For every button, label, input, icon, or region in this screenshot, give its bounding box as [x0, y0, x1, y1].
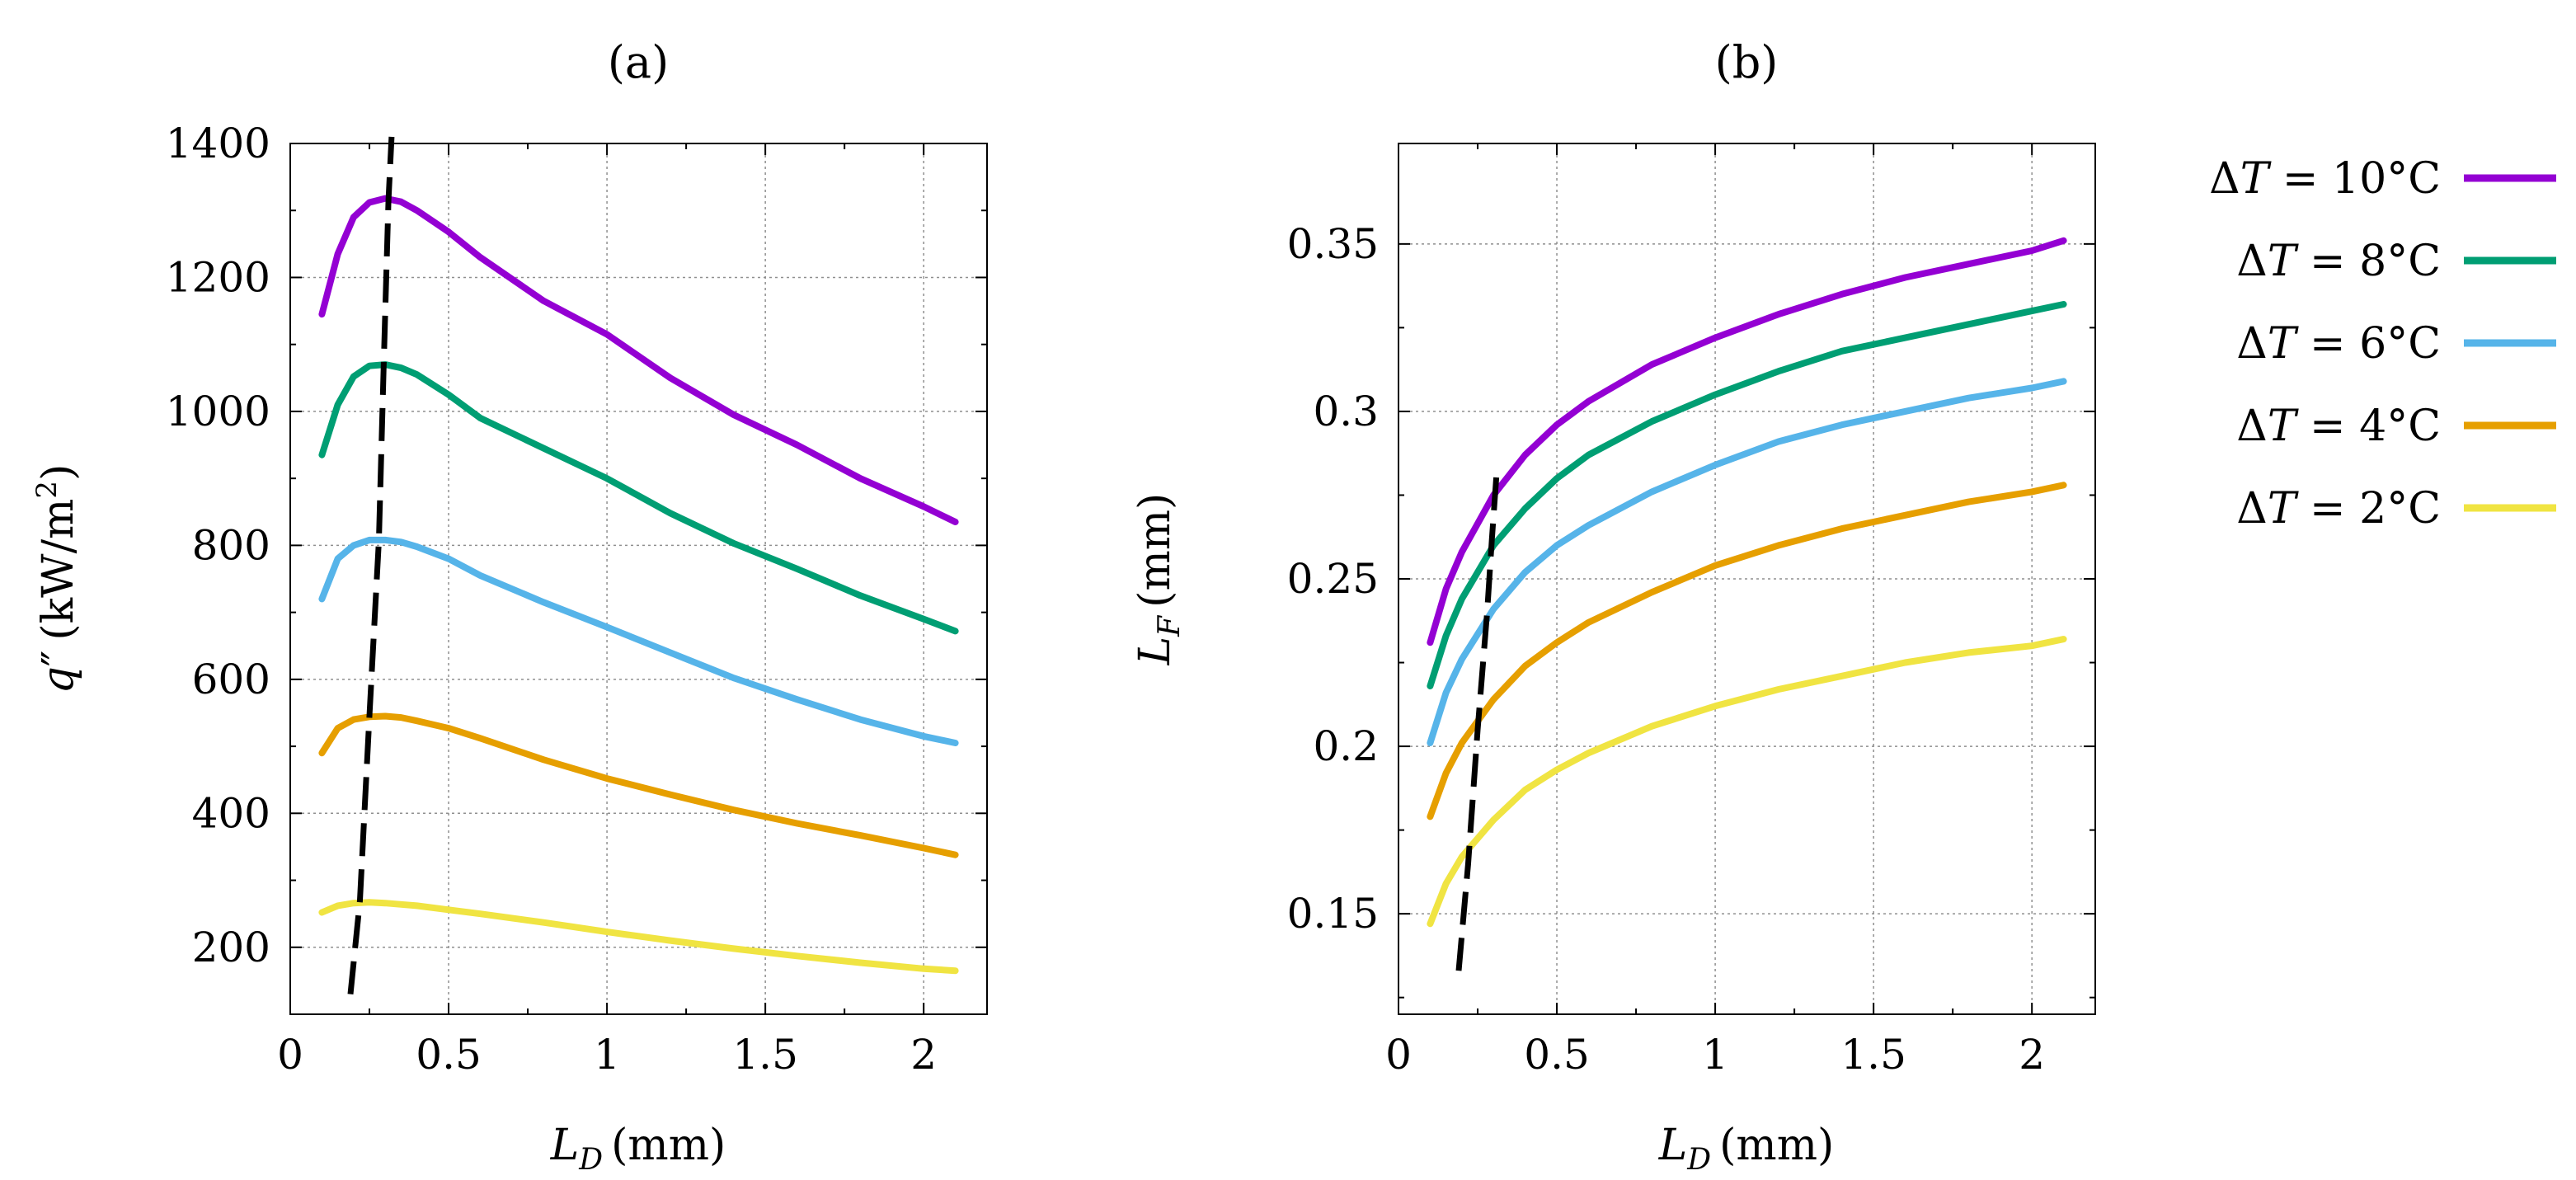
series-line	[318, 536, 959, 746]
panel-b-x-axis-label: LD (mm)	[1658, 1121, 1835, 1177]
x-tick-label: 2	[2019, 1031, 2045, 1079]
x-tick-label: 1.5	[732, 1031, 798, 1079]
series-line	[1427, 301, 2067, 689]
y-tick-label: 0.15	[1287, 890, 1379, 938]
legend-label: ΔT = 4°C	[2236, 402, 2441, 451]
legend-label: ΔT = 8°C	[2236, 237, 2441, 286]
panel-b-grid	[1398, 143, 2095, 1014]
panel-b-frame	[1398, 143, 2096, 1015]
panel-a-y-axis-label: q″(kW/m2)	[31, 464, 83, 694]
panel-b-title: (b)	[1715, 36, 1779, 88]
legend-label: ΔT = 6°C	[2236, 319, 2441, 369]
panel-a-ticks: 0 0.5 1 1.5 2 200 400 600 800 1000 1200 1400	[166, 120, 987, 1079]
panel-b-chart: (b) 0 0.5 1 1.5 2 0.15 0.2 0.25 0.3 0.35 LD (mm) L…	[1131, 36, 2096, 1177]
y-tick-label: 1000	[166, 388, 270, 435]
y-tick-label: 800	[192, 521, 270, 569]
series-line	[1427, 636, 2067, 928]
x-tick-label: 1	[1702, 1031, 1728, 1079]
y-tick-label: 0.35	[1287, 220, 1379, 268]
optimum-locus-line	[347, 136, 395, 994]
y-tick-label: 400	[192, 789, 270, 837]
y-tick-label: 0.2	[1313, 722, 1379, 770]
legend-label: ΔT = 2°C	[2236, 484, 2441, 534]
panel-a-chart: (a) 0 0.5 1 1.5 2 200 400 600 800 1000 1200 1400 LD…	[31, 36, 988, 1177]
x-tick-label: 1	[594, 1031, 620, 1079]
y-tick-label: 600	[192, 656, 270, 703]
x-tick-label: 2	[910, 1031, 937, 1079]
panel-a-title: (a)	[608, 36, 669, 88]
panel-b-y-axis-label: LF(mm)	[1131, 493, 1187, 666]
panel-a-frame	[289, 143, 988, 1015]
x-tick-label: 0.5	[1524, 1031, 1590, 1079]
series-line	[1427, 378, 2067, 746]
panel-a-series	[318, 136, 959, 994]
legend-label: ΔT = 10°C	[2209, 154, 2441, 204]
series-line	[318, 899, 959, 975]
legend: ΔT = 10°C ΔT = 8°C ΔT = 6°C ΔT = 4°C ΔT = 2°…	[2209, 154, 2556, 534]
y-tick-label: 1400	[166, 120, 270, 167]
y-tick-label: 1200	[166, 253, 270, 301]
series-line	[318, 712, 959, 858]
panel-a-x-axis-label: LD (mm)	[550, 1121, 726, 1177]
x-tick-label: 0	[1385, 1031, 1412, 1079]
panel-a-grid	[290, 143, 987, 1014]
x-tick-label: 0.5	[416, 1031, 482, 1079]
series-line	[318, 361, 959, 635]
series-line	[1427, 482, 2067, 820]
panel-b-series	[1427, 237, 2067, 971]
y-tick-label: 0.3	[1313, 388, 1379, 435]
x-tick-label: 0	[277, 1031, 303, 1079]
y-tick-label: 200	[192, 924, 270, 971]
series-line	[318, 195, 959, 525]
x-tick-label: 1.5	[1840, 1031, 1906, 1079]
panel-b-ticks: 0 0.5 1 1.5 2 0.15 0.2 0.25 0.3 0.35	[1287, 143, 2095, 1079]
series-line	[1427, 237, 2067, 646]
y-tick-label: 0.25	[1287, 555, 1379, 603]
optimum-locus-line	[1455, 471, 1500, 971]
